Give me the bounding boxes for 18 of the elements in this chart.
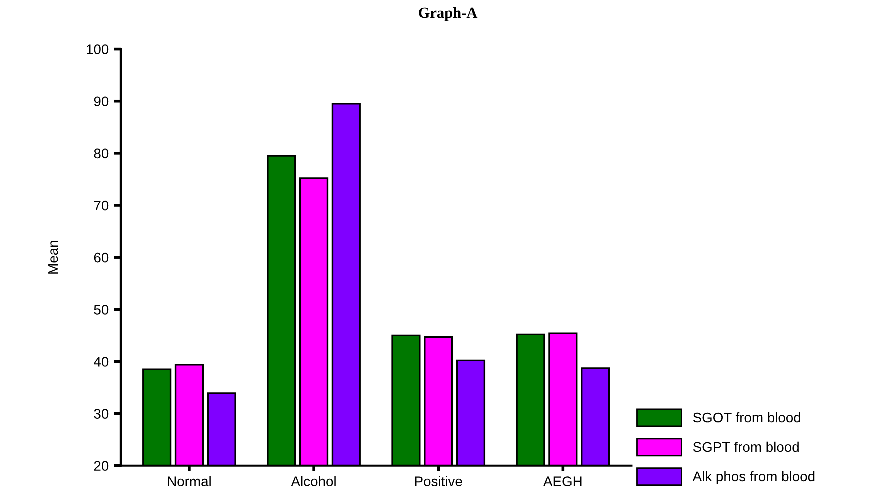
- y-tick-label: 100: [87, 44, 109, 54]
- y-tick-label: 30: [94, 409, 109, 419]
- x-tick-label: Positive: [415, 476, 462, 487]
- legend-label: SGPT from blood: [693, 442, 799, 452]
- y-tick-label: 60: [94, 252, 109, 263]
- chart-title: Graph-A: [419, 7, 478, 22]
- y-tick-label: 80: [94, 148, 109, 159]
- x-tick-label: Alcohol: [291, 476, 336, 487]
- y-tick-label: 20: [94, 461, 109, 472]
- legend-label: SGOT from blood: [693, 412, 800, 423]
- y-tick-label: 90: [94, 96, 109, 107]
- x-tick-label: Normal: [168, 476, 211, 487]
- x-tick-label: AEGH: [544, 476, 582, 487]
- y-tick-label: 70: [94, 200, 109, 211]
- y-axis-title: Mean: [48, 241, 58, 274]
- y-tick-label: 40: [94, 357, 109, 367]
- legend-label: Alk phos from blood: [692, 471, 815, 484]
- y-tick-label: 50: [94, 305, 109, 315]
